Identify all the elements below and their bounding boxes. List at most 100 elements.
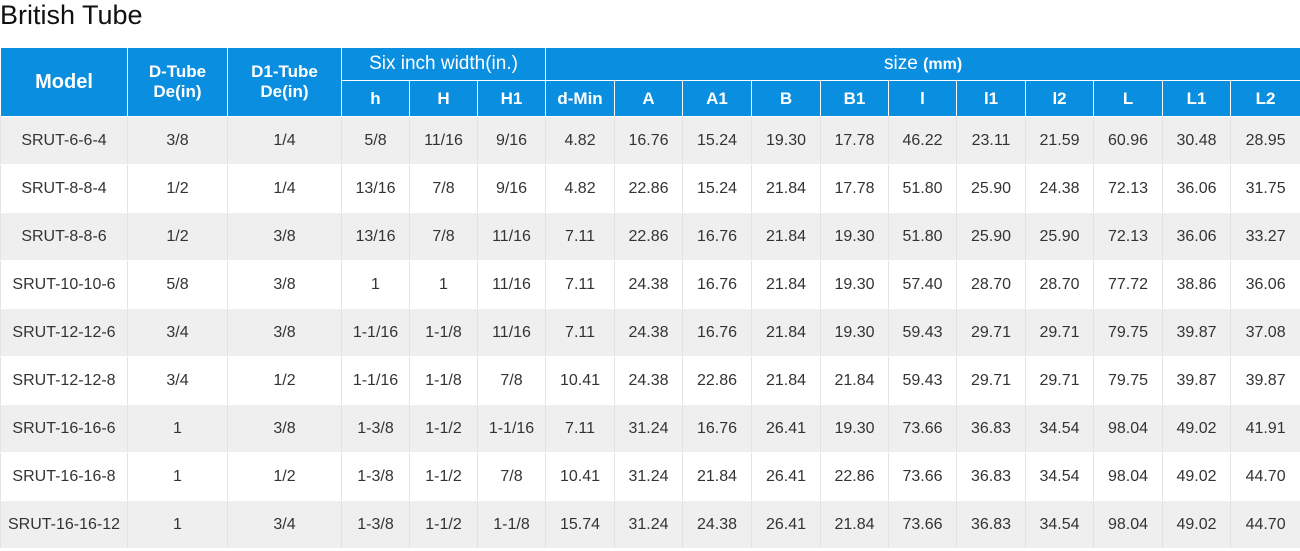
table-cell: SRUT-8-8-6 xyxy=(0,212,128,261)
header-row: Model D-Tube De(in) D1-Tube De(in) Six inc… xyxy=(0,47,1300,117)
table-cell: 7.11 xyxy=(545,260,616,309)
table-cell: 9/16 xyxy=(476,164,547,213)
table-cell: 13/16 xyxy=(341,164,410,213)
table-cell: 36.06 xyxy=(1230,260,1300,309)
table-cell: 31.24 xyxy=(614,404,684,453)
header-group-label: size xyxy=(884,52,918,74)
table-cell: 7.11 xyxy=(545,308,616,357)
table-cell: 3/8 xyxy=(227,308,342,357)
table-cell: 1/4 xyxy=(227,116,342,165)
header-cell: D-Tube De(in) xyxy=(127,47,228,117)
table-cell: 21.84 xyxy=(751,260,822,309)
table-cell: 16.76 xyxy=(682,260,753,309)
table-cell: 44.70 xyxy=(1230,500,1300,549)
header-cell: A1 xyxy=(682,80,753,117)
table-cell: 98.04 xyxy=(1093,500,1164,549)
header-cell: h xyxy=(341,80,410,117)
table-cell: 72.13 xyxy=(1093,212,1164,261)
table-cell: 1-1/16 xyxy=(476,404,547,453)
table-cell: 36.83 xyxy=(956,452,1027,501)
table-cell: 1-1/2 xyxy=(409,500,478,549)
header-cell: l1 xyxy=(956,80,1027,117)
table-cell: 19.30 xyxy=(751,116,822,165)
table-row: SRUT-16-16-6 1 3/8 1-3/8 1-1/2 1-1/16 7.11 31.2… xyxy=(0,404,1300,453)
table-cell: 25.90 xyxy=(956,164,1027,213)
table-cell: 98.04 xyxy=(1093,452,1164,501)
table-cell: SRUT-16-16-12 xyxy=(0,500,128,549)
table-cell: 22.86 xyxy=(614,164,684,213)
table-cell: 1 xyxy=(127,452,228,501)
table-cell: 24.38 xyxy=(1025,164,1095,213)
table-cell: 73.66 xyxy=(888,452,958,501)
table-cell: 31.24 xyxy=(614,452,684,501)
table-cell: 73.66 xyxy=(888,500,958,549)
header-cell: l xyxy=(888,80,958,117)
table-cell: 16.76 xyxy=(614,116,684,165)
table-cell: 1-1/16 xyxy=(341,356,410,405)
header-cell: L1 xyxy=(1162,80,1232,117)
table-cell: 36.06 xyxy=(1162,164,1232,213)
table-cell: 22.86 xyxy=(682,356,753,405)
table-cell: 21.84 xyxy=(751,212,822,261)
table-cell: 28.70 xyxy=(1025,260,1095,309)
table-cell: 26.41 xyxy=(751,452,822,501)
table-cell: 30.48 xyxy=(1162,116,1232,165)
table-cell: 7/8 xyxy=(409,164,478,213)
table-row: SRUT-8-8-6 1/2 3/8 13/16 7/8 11/16 7.11 22.86 16… xyxy=(0,212,1300,261)
header-line: De(in) xyxy=(153,82,202,101)
table-cell: 19.30 xyxy=(820,212,890,261)
header-cell: Model xyxy=(0,47,128,117)
table-cell: 1-1/2 xyxy=(409,404,478,453)
table-cell: 1/2 xyxy=(127,212,228,261)
table-cell: 23.11 xyxy=(956,116,1027,165)
header-cell: l2 xyxy=(1025,80,1095,117)
table-row: SRUT-10-10-6 5/8 3/8 1 1 11/16 7.11 24.38 16.76 2… xyxy=(0,260,1300,309)
table-cell: 60.96 xyxy=(1093,116,1164,165)
table-cell: 1 xyxy=(127,500,228,549)
table-cell: 31.24 xyxy=(614,500,684,549)
table-cell: SRUT-8-8-4 xyxy=(0,164,128,213)
table-cell: 21.84 xyxy=(751,164,822,213)
table-cell: 1-1/2 xyxy=(409,452,478,501)
header-line: D-Tube xyxy=(148,62,207,81)
table-cell: 16.76 xyxy=(682,308,753,357)
table-cell: 7/8 xyxy=(409,212,478,261)
table-cell: 1-1/16 xyxy=(341,308,410,357)
table-cell: 3/4 xyxy=(127,308,228,357)
table-cell: 41.91 xyxy=(1230,404,1300,453)
table-cell: 39.87 xyxy=(1230,356,1300,405)
table-cell: 3/8 xyxy=(227,404,342,453)
table-cell: 1/2 xyxy=(227,356,342,405)
table-cell: 10.41 xyxy=(545,452,616,501)
table-cell: 39.87 xyxy=(1162,356,1232,405)
table-cell: 29.71 xyxy=(1025,356,1095,405)
table-cell: 4.82 xyxy=(545,116,616,165)
header-cell: B xyxy=(751,80,822,117)
table-cell: 36.83 xyxy=(956,404,1027,453)
header-cell: L2 xyxy=(1230,80,1300,117)
table-cell: 1 xyxy=(341,260,410,309)
table-cell: 19.30 xyxy=(820,404,890,453)
table-cell: 34.54 xyxy=(1025,404,1095,453)
table-cell: 25.90 xyxy=(1025,212,1095,261)
header-cell: A xyxy=(614,80,684,117)
table-cell: 3/4 xyxy=(127,356,228,405)
table-cell: 1-1/8 xyxy=(409,356,478,405)
table-cell: 26.41 xyxy=(751,500,822,549)
table-cell: SRUT-16-16-6 xyxy=(0,404,128,453)
table-cell: 3/4 xyxy=(227,500,342,549)
table-cell: 51.80 xyxy=(888,212,958,261)
table-cell: 31.75 xyxy=(1230,164,1300,213)
table-cell: 16.76 xyxy=(682,212,753,261)
table-cell: 16.76 xyxy=(682,404,753,453)
table-cell: 10.41 xyxy=(545,356,616,405)
table-row: SRUT-12-12-6 3/4 3/8 1-1/16 1-1/8 11/16 7.11 24… xyxy=(0,308,1300,357)
header-line: D1-Tube xyxy=(251,62,318,81)
header-group: size (mm) xyxy=(545,47,1300,81)
table-row: SRUT-16-16-12 1 3/4 1-3/8 1-1/2 1-1/8 15.74 31.… xyxy=(0,500,1300,549)
table-cell: 7/8 xyxy=(476,356,547,405)
table-cell: 24.38 xyxy=(614,260,684,309)
table-cell: SRUT-12-12-6 xyxy=(0,308,128,357)
header-cell: L xyxy=(1093,80,1164,117)
